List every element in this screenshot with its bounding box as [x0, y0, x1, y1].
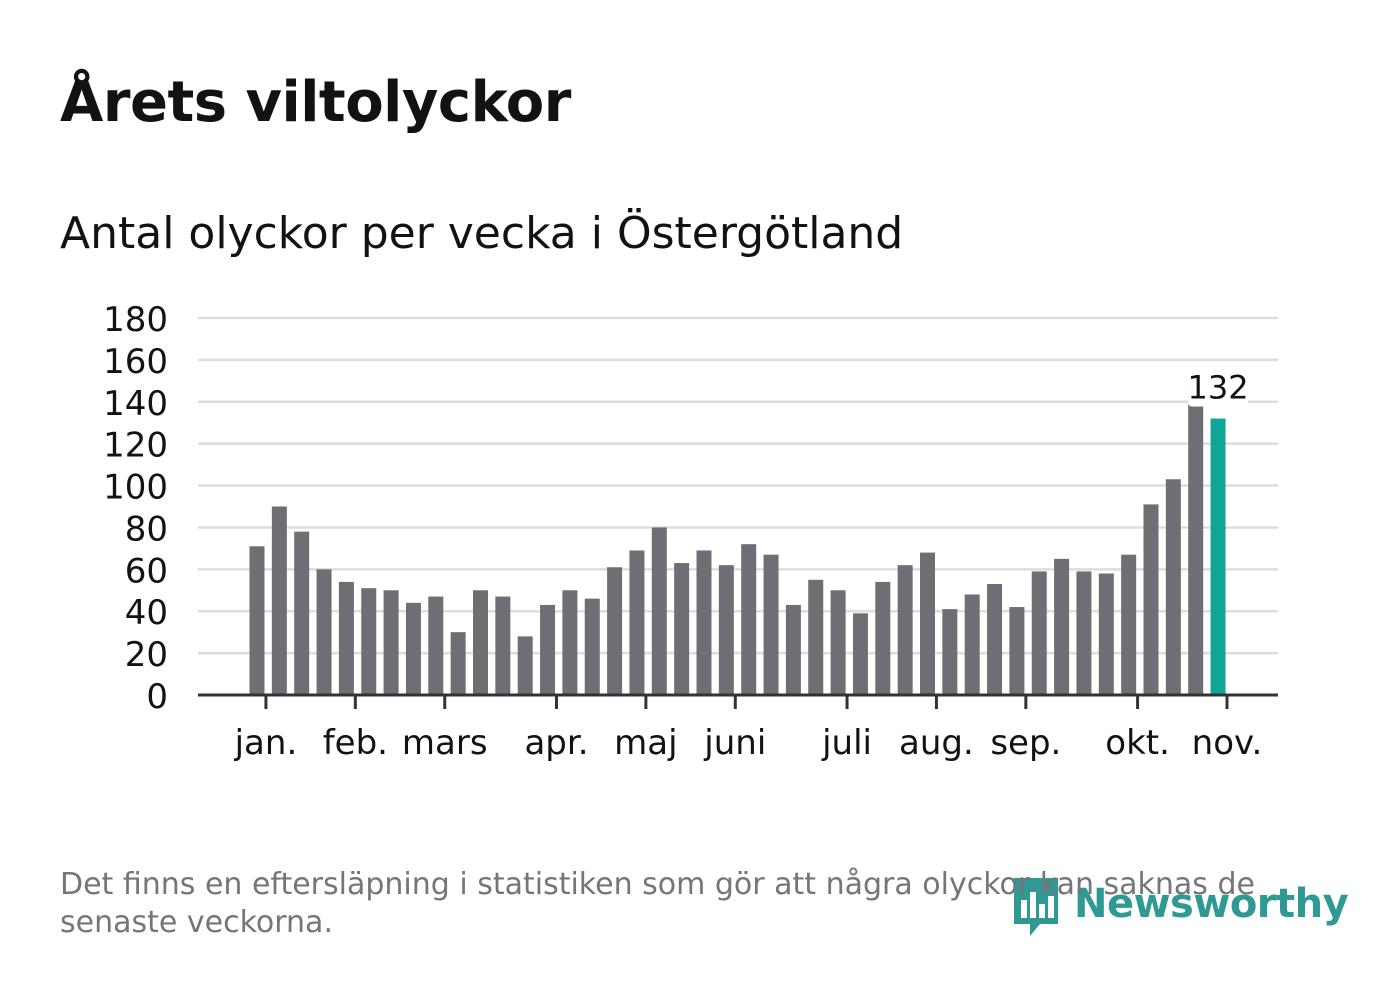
y-tick-label: 60: [125, 551, 168, 591]
footnote: Det finns en eftersläpning i statistiken…: [60, 867, 1255, 940]
bar: [696, 550, 712, 695]
bar: [785, 604, 801, 695]
newsworthy-logo-icon: [1014, 878, 1058, 936]
y-tick-label: 0: [146, 677, 168, 717]
x-tick-label: sep.: [990, 723, 1061, 763]
x-tick-label: maj: [614, 723, 677, 763]
bar: [718, 565, 734, 695]
y-tick-label: 40: [125, 593, 168, 633]
bar: [473, 590, 488, 695]
bar: [383, 590, 399, 695]
data-label-background: [1188, 370, 1249, 407]
bar: [361, 588, 377, 695]
bar: [495, 596, 511, 695]
bar: [249, 546, 265, 695]
bar: [517, 636, 533, 695]
x-tick-label: aug.: [899, 723, 974, 763]
x-tick-label: juni: [703, 723, 766, 763]
y-tick-label: 80: [125, 509, 168, 549]
bar: [897, 565, 913, 695]
bar: [1188, 385, 1204, 695]
bar: [651, 527, 667, 695]
bar: [271, 506, 287, 695]
bar: [584, 598, 600, 695]
bar: [808, 579, 824, 695]
bar: [1121, 554, 1137, 695]
bar: [1054, 558, 1070, 695]
bar: [1165, 479, 1181, 695]
chart-subtitle: Antal olyckor per vecka i Östergötland: [60, 208, 904, 259]
bar: [428, 596, 444, 695]
x-tick-label: apr.: [524, 723, 588, 763]
bar: [1076, 571, 1092, 695]
bar: [1009, 607, 1025, 695]
newsworthy-logo[interactable]: Newsworthy: [1010, 872, 1349, 942]
x-tick-label: jan.: [234, 723, 298, 763]
bar: [338, 581, 354, 695]
x-axis-ticks: jan. feb. mars apr. maj juni juli aug. sep. okt. n…: [234, 695, 1263, 763]
bar: [763, 554, 779, 695]
bar: [964, 594, 980, 695]
grid-lines: [198, 316, 1278, 655]
bar: [1143, 504, 1159, 695]
bars: [249, 385, 1226, 695]
bar: [450, 632, 466, 695]
chart-title: Årets viltolyckor: [60, 70, 571, 135]
bar: [607, 567, 623, 695]
bar: [741, 544, 757, 695]
x-tick-label: nov.: [1192, 723, 1263, 763]
x-tick-label: feb.: [323, 723, 388, 763]
bar: [875, 581, 891, 695]
x-tick-label: mars: [402, 723, 488, 763]
bar: [852, 613, 868, 695]
bar: [294, 531, 310, 695]
bar-highlight: [1210, 418, 1226, 695]
y-tick-label: 160: [103, 342, 168, 382]
x-tick-label: juli: [821, 723, 872, 763]
data-label: 132: [1188, 369, 1249, 407]
y-tick-label: 100: [103, 468, 168, 508]
bar: [1098, 573, 1114, 695]
bar: [316, 569, 332, 695]
data-labels: 132: [1188, 369, 1249, 407]
x-tick-label: okt.: [1105, 723, 1170, 763]
bar: [405, 602, 421, 695]
bar: [629, 550, 645, 695]
y-tick-label: 140: [103, 384, 168, 424]
bar: [540, 604, 556, 695]
bar: [830, 590, 846, 695]
bar: [562, 590, 578, 695]
bar: [920, 552, 935, 695]
y-tick-label: 180: [103, 300, 168, 340]
bar: [942, 609, 958, 695]
bar: [987, 583, 1003, 695]
y-tick-label: 120: [103, 426, 168, 466]
bar: [674, 563, 690, 695]
newsworthy-brand-text: Newsworthy: [1074, 881, 1349, 927]
bar: [1031, 571, 1047, 695]
y-tick-label: 20: [125, 635, 168, 675]
